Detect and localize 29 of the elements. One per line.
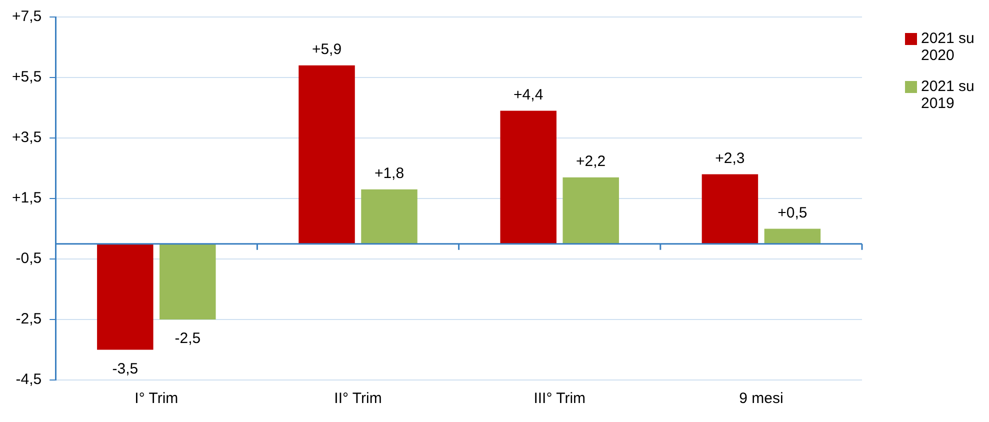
x-tick-label: II° Trim xyxy=(334,390,382,408)
bar xyxy=(764,228,821,244)
legend-label: 2021 su 2019 xyxy=(921,78,976,112)
x-tick-label: 9 mesi xyxy=(739,390,784,408)
data-label: +0,5 xyxy=(778,204,808,222)
bar xyxy=(361,189,418,244)
bar xyxy=(702,174,758,244)
bar xyxy=(298,65,355,244)
data-label: +2,2 xyxy=(576,152,606,170)
y-tick-label: +7,5 xyxy=(12,8,42,26)
y-tick-label: -2,5 xyxy=(16,310,42,328)
data-label: +1,8 xyxy=(374,165,404,182)
y-tick-label: -4,5 xyxy=(16,371,42,388)
data-label: +5,9 xyxy=(312,41,342,58)
y-tick-label: +1,5 xyxy=(12,190,42,207)
bar xyxy=(160,244,216,320)
data-label: -3,5 xyxy=(112,360,138,378)
y-tick-label: +3,5 xyxy=(12,129,42,146)
bar xyxy=(97,244,154,350)
legend-label: 2021 su 2020 xyxy=(921,30,976,64)
data-label: -2,5 xyxy=(174,330,201,348)
y-tick-label: -0,5 xyxy=(16,250,42,268)
data-label: +2,3 xyxy=(715,150,745,167)
y-tick-label: +5,5 xyxy=(12,68,42,86)
data-label: +4,4 xyxy=(514,86,544,104)
x-tick-label: III° Trim xyxy=(534,390,586,408)
bar xyxy=(562,177,619,244)
x-tick-label: I° Trim xyxy=(134,390,178,408)
bar xyxy=(500,110,556,244)
